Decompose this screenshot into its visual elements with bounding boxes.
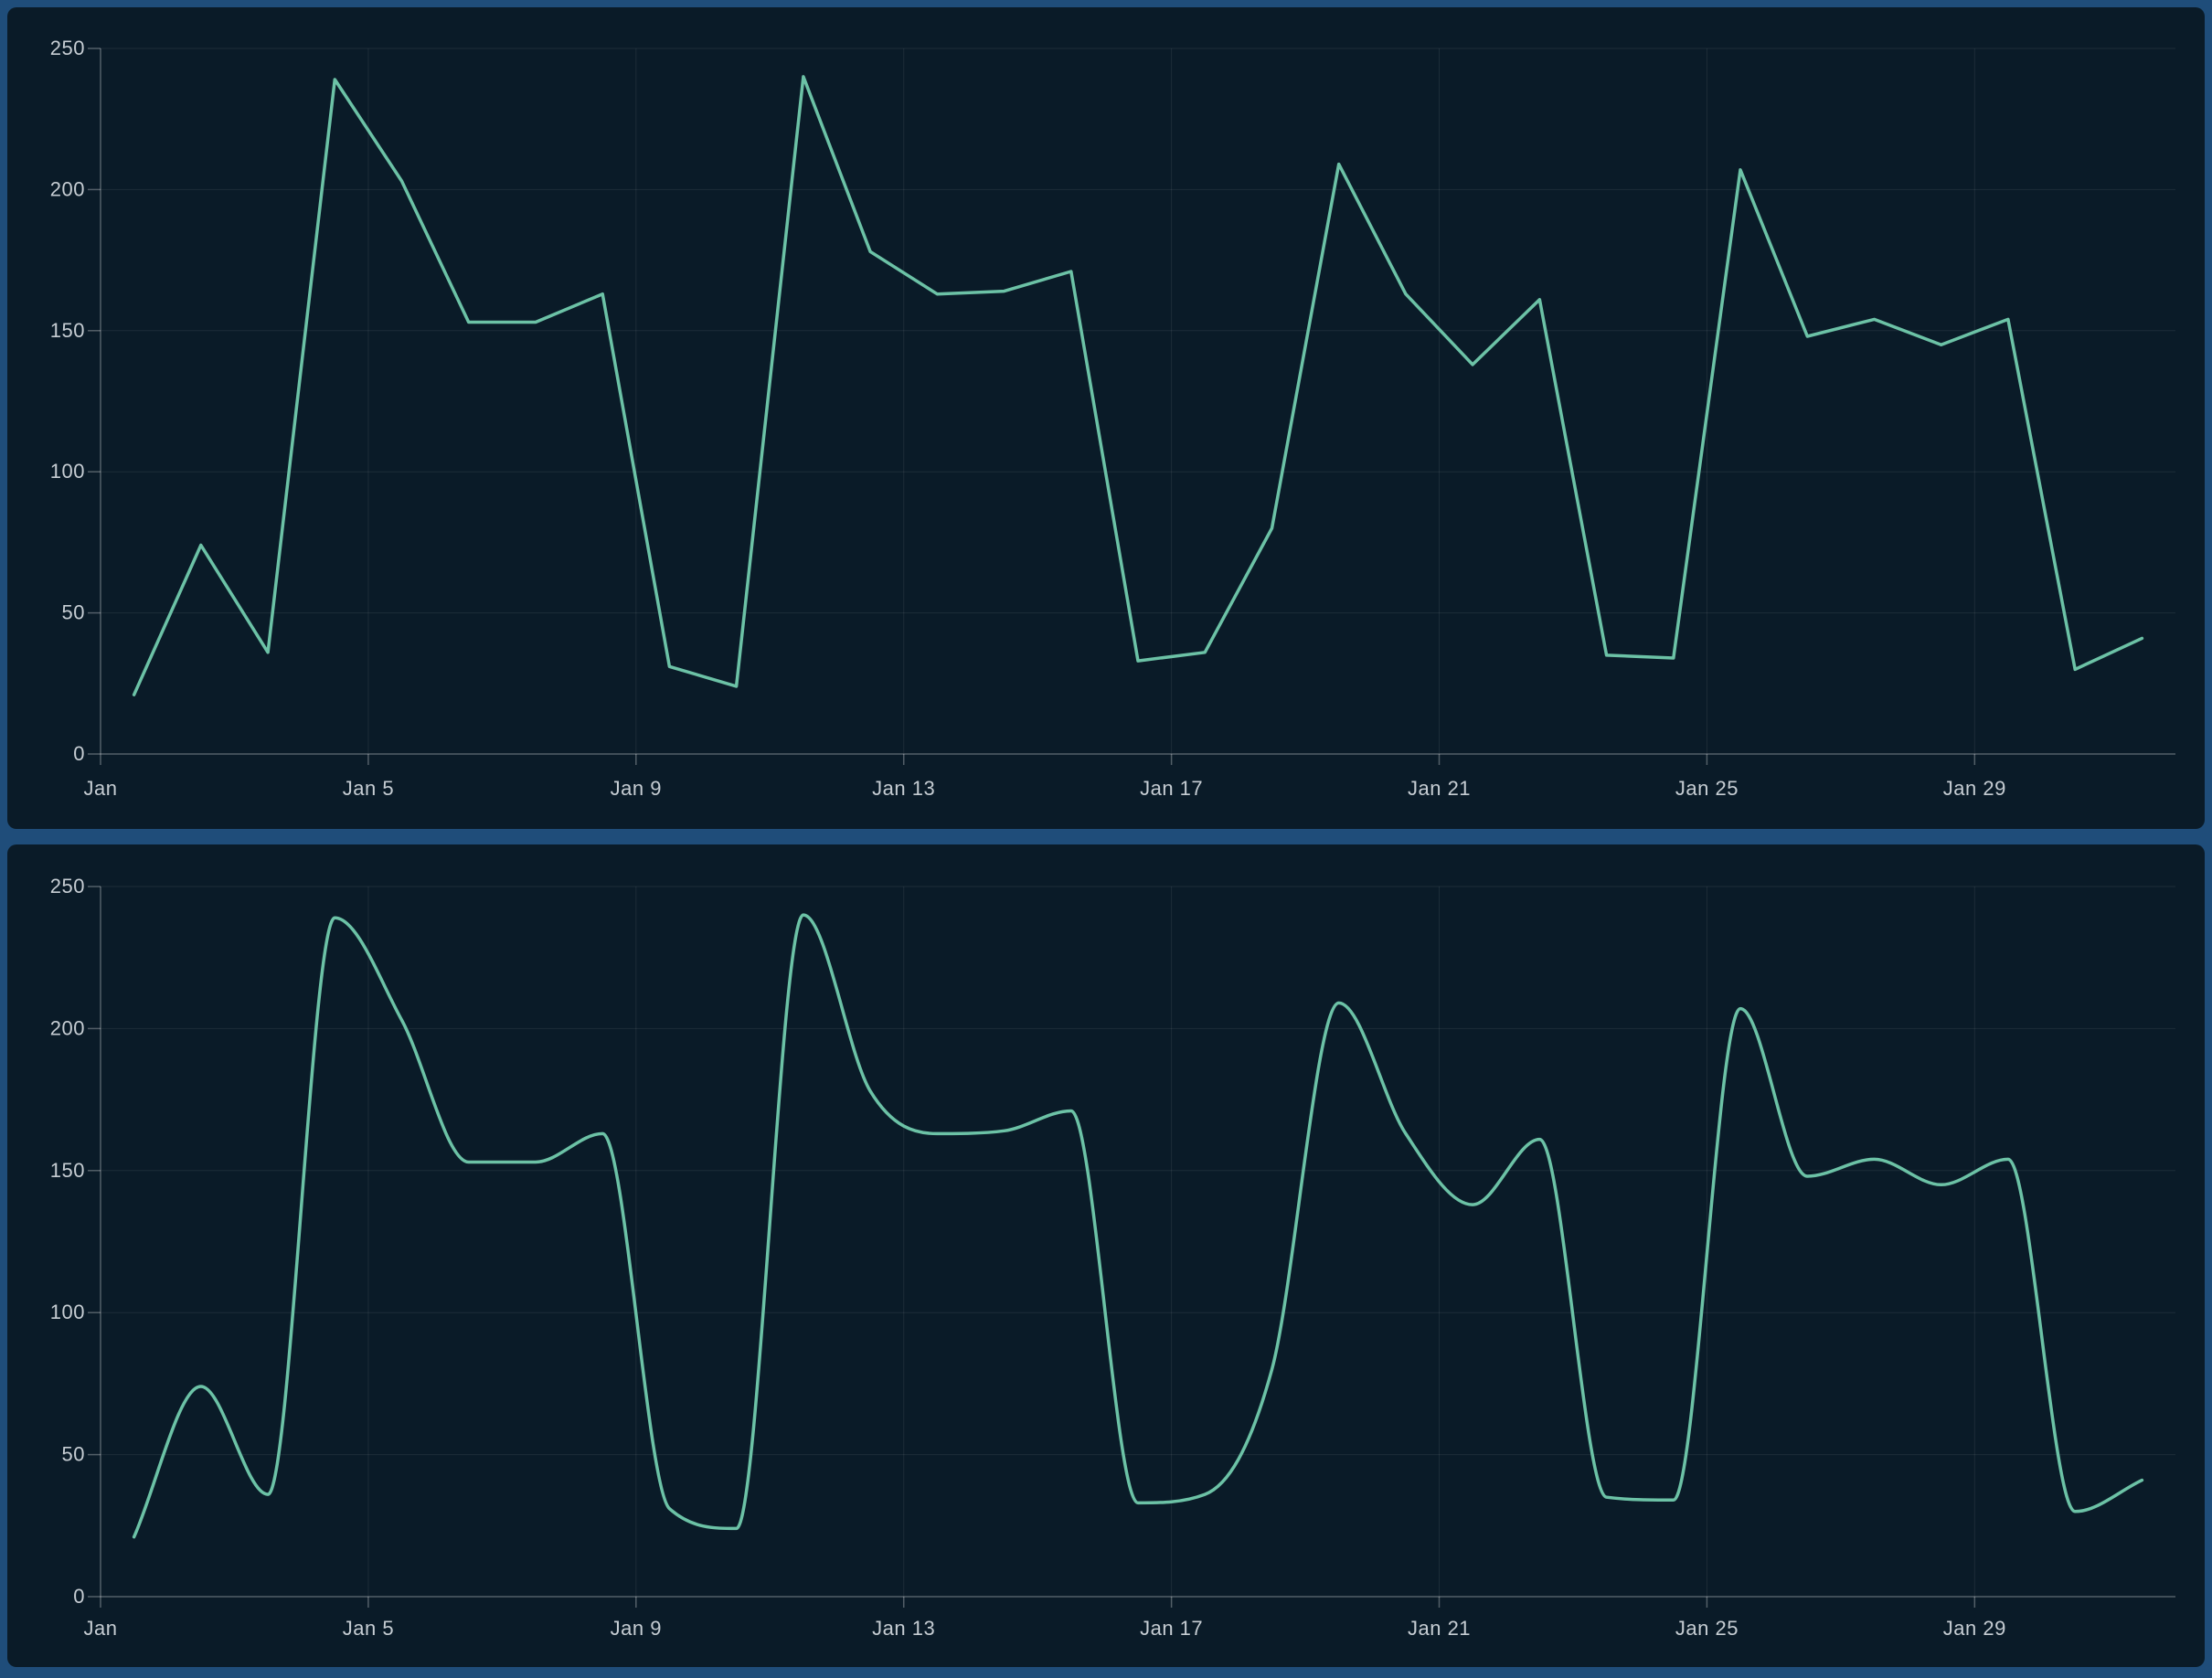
x-axis-label: Jan 25 (1675, 777, 1739, 800)
x-axis-label: Jan 5 (343, 1617, 394, 1640)
x-axis-label: Jan 13 (872, 777, 935, 800)
line-chart-top-canvas[interactable]: Jan Jan 5 Jan 9 Jan 13 Jan 17 Jan 21 Jan 25 Jan… (7, 7, 2205, 829)
y-axis-label: 50 (62, 601, 85, 624)
x-axis-label: Jan 9 (611, 777, 662, 800)
x-axis-label: Jan 17 (1140, 1617, 1203, 1640)
x-axis-label: Jan 13 (872, 1617, 935, 1640)
x-axis-label: Jan (84, 1617, 118, 1640)
x-axis-label: Jan 21 (1408, 777, 1471, 800)
y-axis-label: 250 (50, 875, 85, 897)
y-axis-label: 200 (50, 177, 85, 200)
x-axis-label: Jan 5 (343, 777, 394, 800)
y-axis-label: 200 (50, 1016, 85, 1039)
y-axis-label: 50 (62, 1443, 85, 1466)
x-axis-label: Jan (84, 777, 118, 800)
x-axis-label: Jan 9 (611, 1617, 662, 1640)
x-axis-label: Jan 29 (1943, 777, 2006, 800)
series-line[interactable] (132, 75, 2144, 696)
y-axis-label: 0 (73, 742, 85, 765)
y-axis-label: 150 (50, 1159, 85, 1182)
x-axis-label: Jan 17 (1140, 777, 1203, 800)
y-axis-label: 250 (50, 37, 85, 59)
chart-panel-top: Jan Jan 5 Jan 9 Jan 13 Jan 17 Jan 21 Jan 25 Jan… (7, 7, 2205, 829)
y-axis-label: 0 (73, 1585, 85, 1608)
series-line[interactable] (132, 913, 2144, 1539)
x-axis-label: Jan 29 (1943, 1617, 2006, 1640)
y-axis-label: 100 (50, 460, 85, 483)
x-axis-label: Jan 25 (1675, 1617, 1739, 1640)
chart-panel-bottom: Jan Jan 5 Jan 9 Jan 13 Jan 17 Jan 21 Jan 25 Jan… (7, 844, 2205, 1667)
y-axis-label: 150 (50, 319, 85, 342)
x-axis-label: Jan 21 (1408, 1617, 1471, 1640)
line-chart-bottom-canvas[interactable]: Jan Jan 5 Jan 9 Jan 13 Jan 17 Jan 21 Jan 25 Jan… (7, 844, 2205, 1667)
y-axis-label: 100 (50, 1301, 85, 1323)
